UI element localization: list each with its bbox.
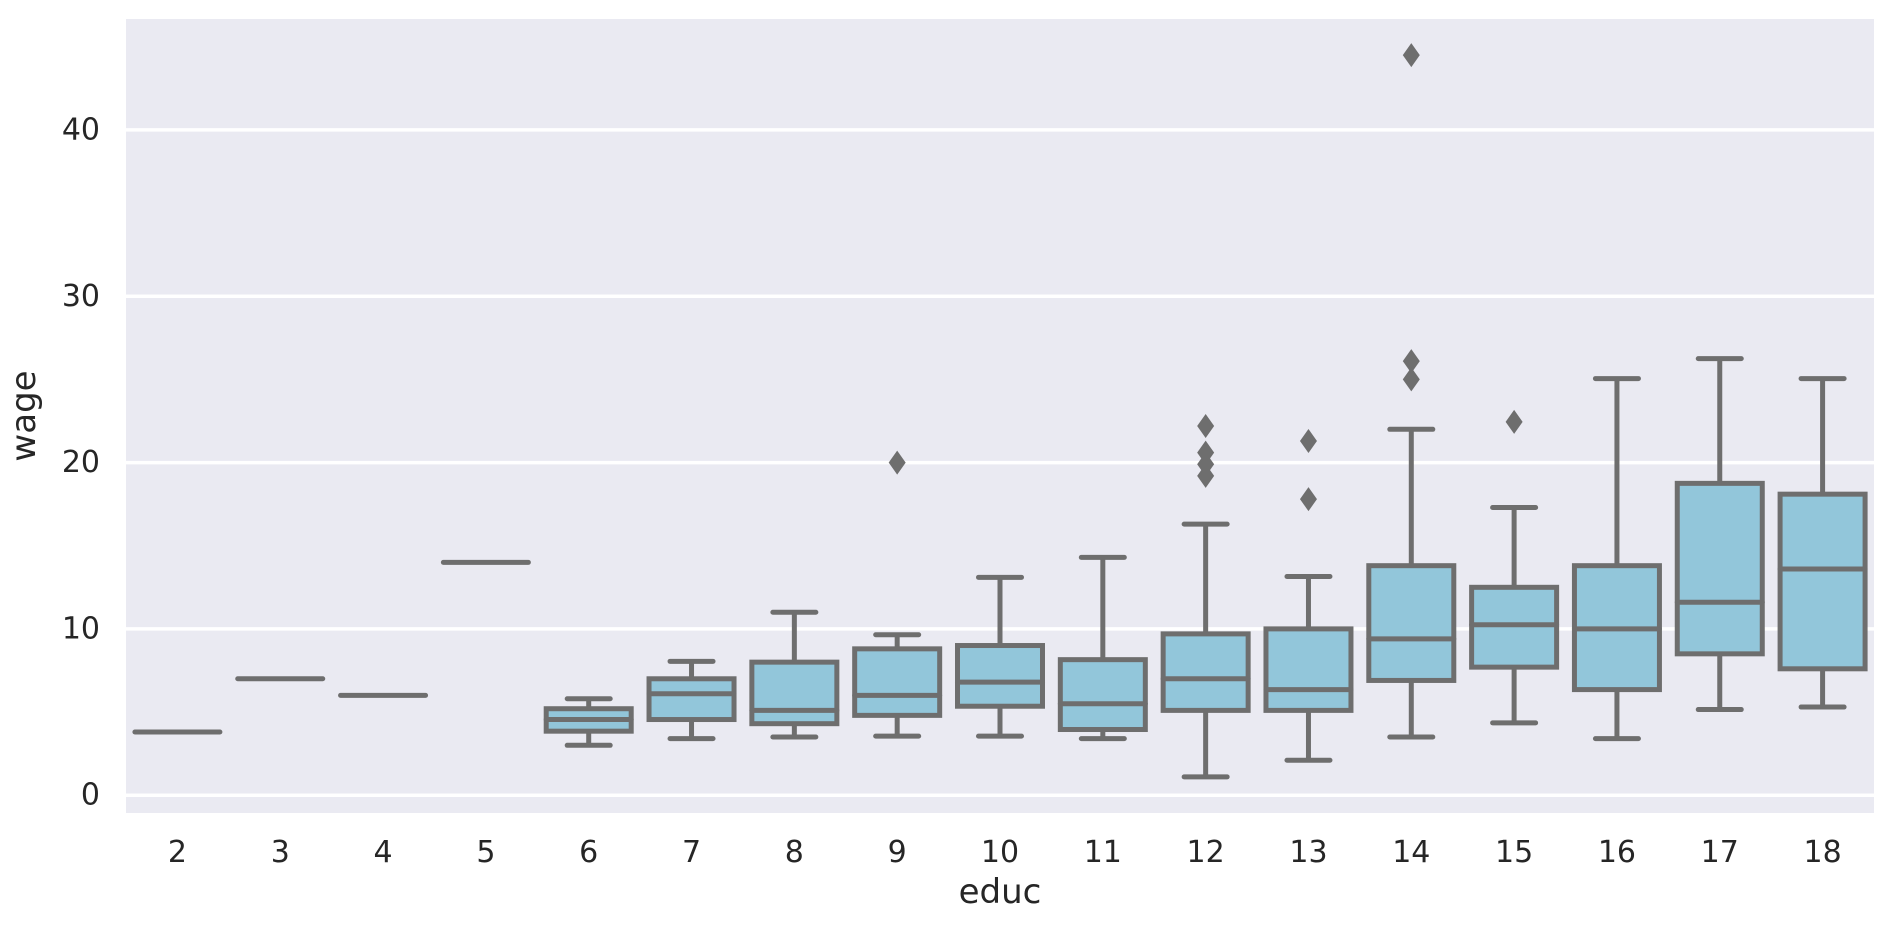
- box-group-educ-16: [1571, 376, 1662, 742]
- x-tick-label-18: 18: [1803, 835, 1841, 870]
- outlier-diamond-educ-12-0: [1197, 413, 1215, 438]
- box-group-educ-9: [852, 450, 943, 739]
- x-tick-label-12: 12: [1187, 835, 1225, 870]
- x-tick-label-9: 9: [888, 835, 907, 870]
- outlier-diamond-educ-15-0: [1505, 409, 1523, 434]
- iqr-box-educ-8: [749, 659, 840, 727]
- x-tick-label-8: 8: [785, 835, 804, 870]
- x-tick-label-6: 6: [579, 835, 598, 870]
- iqr-box-educ-10: [955, 643, 1045, 709]
- outlier-diamond-educ-13-0: [1299, 428, 1317, 453]
- outlier-diamond-educ-13-1: [1299, 487, 1317, 512]
- iqr-box-educ-17: [1674, 480, 1765, 657]
- box-group-educ-15: [1469, 409, 1560, 726]
- iqr-box-educ-12: [1160, 631, 1251, 713]
- x-tick-label-10: 10: [981, 835, 1019, 870]
- x-tick-label-4: 4: [374, 835, 393, 870]
- outlier-diamond-educ-14-0: [1402, 43, 1420, 68]
- y-tick-label-40: 40: [62, 112, 100, 147]
- iqr-box-educ-14: [1366, 563, 1457, 683]
- outlier-diamond-educ-12-3: [1197, 463, 1215, 488]
- iqr-box-educ-9: [852, 646, 943, 718]
- x-tick-label-7: 7: [682, 835, 701, 870]
- outlier-diamond-educ-14-1: [1402, 349, 1420, 374]
- box-group-educ-11: [1057, 554, 1148, 742]
- iqr-box-educ-13: [1263, 626, 1354, 713]
- iqr-box-educ-18: [1777, 491, 1868, 672]
- y-tick-label-20: 20: [62, 445, 100, 480]
- x-tick-label-14: 14: [1392, 835, 1430, 870]
- y-tick-label-0: 0: [81, 778, 100, 813]
- x-tick-label-13: 13: [1289, 835, 1327, 870]
- x-tick-label-2: 2: [168, 835, 187, 870]
- x-tick-label-16: 16: [1598, 835, 1636, 870]
- outlier-diamond-educ-14-2: [1402, 367, 1420, 392]
- box-group-educ-7: [646, 658, 737, 742]
- box-group-educ-6: [543, 696, 634, 748]
- x-tick-label-17: 17: [1701, 835, 1739, 870]
- x-tick-label-5: 5: [476, 835, 495, 870]
- box-group-educ-18: [1777, 376, 1868, 710]
- box-group-educ-13: [1263, 428, 1354, 763]
- outlier-diamond-educ-9-0: [888, 450, 906, 475]
- box-group-educ-10: [955, 574, 1045, 739]
- iqr-box-educ-7: [646, 676, 737, 723]
- box-group-educ-8: [749, 609, 840, 740]
- x-axis-label: educ: [959, 872, 1042, 912]
- x-tick-label-15: 15: [1495, 835, 1533, 870]
- box-group-educ-17: [1674, 356, 1765, 713]
- x-tick-label-3: 3: [271, 835, 290, 870]
- x-tick-label-11: 11: [1084, 835, 1122, 870]
- iqr-box-educ-11: [1057, 657, 1148, 733]
- box-group-educ-14: [1366, 43, 1457, 740]
- box-group-educ-12: [1160, 413, 1251, 780]
- y-tick-label-30: 30: [62, 279, 100, 314]
- y-tick-label-10: 10: [62, 611, 100, 646]
- tick-label-layer: 0 10 20 30 40 2 3 4 5 6 7 8 9 10 11 12 13 14 15 16 17 18: [62, 112, 1842, 870]
- box-layer: [132, 43, 1868, 780]
- y-axis-label: wage: [4, 370, 44, 461]
